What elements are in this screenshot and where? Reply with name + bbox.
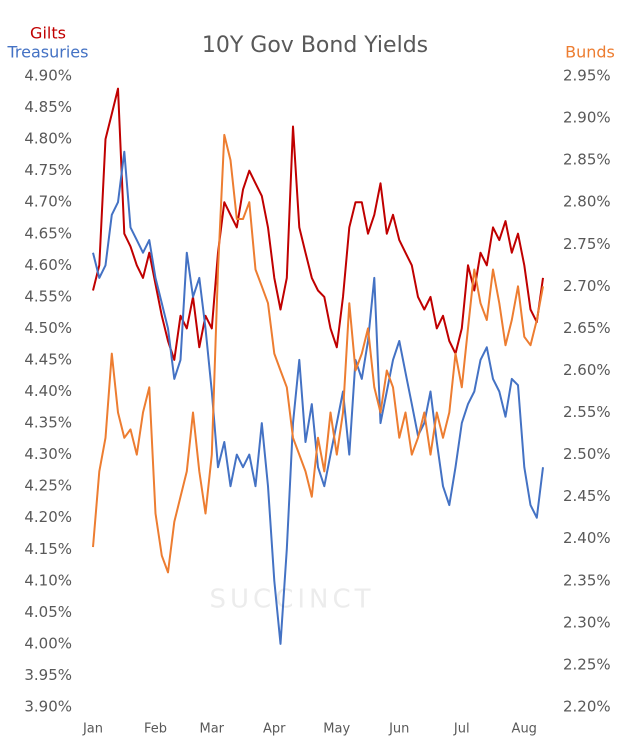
y2-tick-label: 2.45% [563, 487, 611, 505]
y2-tick-label: 2.20% [563, 698, 611, 716]
chart-title: 10Y Gov Bond Yields [202, 33, 428, 58]
y2-tick-label: 2.95% [563, 67, 611, 85]
line-series [92, 133, 544, 574]
y-tick-label: 4.10% [24, 571, 72, 589]
y2-tick-label: 2.40% [563, 529, 611, 547]
y2-tick-label: 2.60% [563, 361, 611, 379]
y2-tick-label: 2.70% [563, 277, 611, 295]
y-tick-label: 3.95% [24, 666, 72, 684]
y-tick-label: 4.30% [24, 445, 72, 463]
y-tick-label: 4.35% [24, 414, 72, 432]
x-tick-label: Jul [453, 722, 470, 737]
x-tick-label: May [323, 722, 350, 737]
x-tick-label: Mar [199, 722, 224, 737]
x-tick-label: Jan [82, 722, 103, 737]
y2-tick-label: 2.55% [563, 403, 611, 421]
y-tick-label: 4.50% [24, 319, 72, 337]
y-tick-label: 4.80% [24, 130, 72, 148]
y2-tick-label: 2.85% [563, 151, 611, 169]
y-tick-label: 4.65% [24, 224, 72, 242]
y2-tick-label: 2.35% [563, 571, 611, 589]
x-tick-label: Aug [512, 722, 537, 737]
y2-tick-label: 2.75% [563, 235, 611, 253]
y2-tick-label: 2.65% [563, 319, 611, 337]
y2-tick-label: 2.50% [563, 445, 611, 463]
y2-tick-label: 2.80% [563, 193, 611, 211]
left-axis-title: Gilts [30, 24, 66, 43]
y-tick-label: 4.20% [24, 508, 72, 526]
y2-tick-label: 2.90% [563, 109, 611, 127]
line-series [92, 87, 544, 361]
line-series [92, 150, 544, 645]
watermark: SUCCINCT [210, 585, 375, 615]
y-tick-label: 4.05% [24, 603, 72, 621]
x-tick-label: Apr [263, 722, 286, 737]
y-tick-label: 4.90% [24, 67, 72, 85]
y-tick-label: 4.45% [24, 350, 72, 368]
y-tick-label: 4.40% [24, 382, 72, 400]
y-tick-label: 4.25% [24, 477, 72, 495]
y2-tick-label: 2.30% [563, 613, 611, 631]
y-tick-label: 4.55% [24, 287, 72, 305]
y-tick-label: 4.70% [24, 193, 72, 211]
y-tick-label: 4.00% [24, 634, 72, 652]
y2-tick-label: 2.25% [563, 655, 611, 673]
x-tick-label: Feb [144, 722, 167, 737]
x-tick-label: Jun [388, 722, 409, 737]
y-tick-label: 4.60% [24, 256, 72, 274]
left-axis-title: Treasuries [7, 43, 89, 62]
y-tick-label: 3.90% [24, 698, 72, 716]
y-tick-label: 4.15% [24, 540, 72, 558]
y-tick-label: 4.85% [24, 98, 72, 116]
right-axis-title: Bunds [565, 43, 615, 62]
y-tick-label: 4.75% [24, 161, 72, 179]
